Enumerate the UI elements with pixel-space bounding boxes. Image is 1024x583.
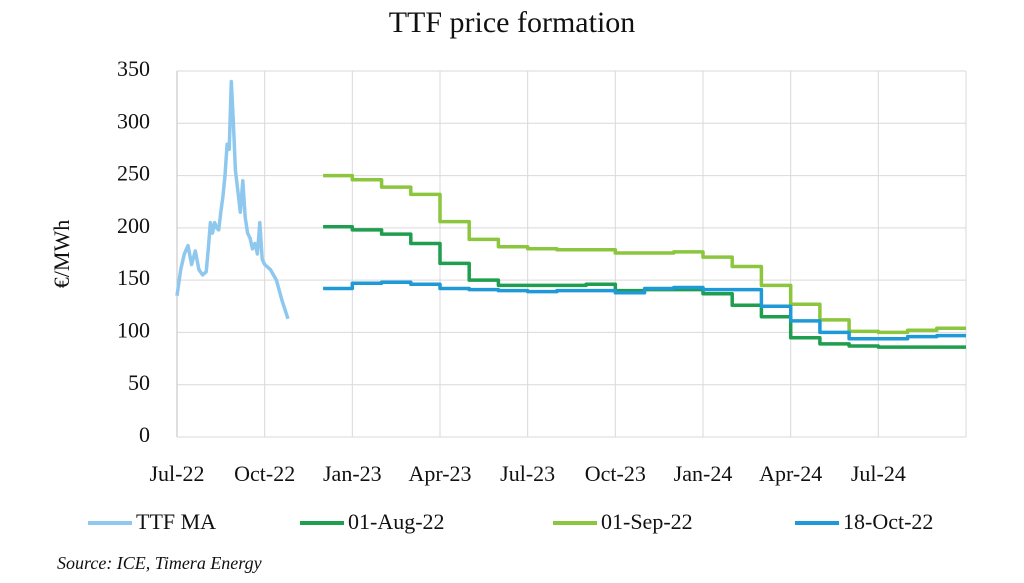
series-line xyxy=(175,79,290,320)
legend-label: 01-Sep-22 xyxy=(601,509,693,534)
y-tick-label: 0 xyxy=(139,422,150,447)
y-tick-label: 300 xyxy=(117,108,150,133)
x-tick-label: Oct-22 xyxy=(234,461,295,486)
y-tick-label: 100 xyxy=(117,317,150,342)
x-tick-label: Jan-24 xyxy=(674,461,733,486)
x-tick-label: Apr-24 xyxy=(759,461,822,486)
y-axis-label: €/MWh xyxy=(49,220,74,288)
series-line xyxy=(323,280,966,341)
legend-label: TTF MA xyxy=(136,509,216,534)
x-tick-label: Apr-23 xyxy=(408,461,471,486)
x-tick-label: Jul-22 xyxy=(150,461,205,486)
x-tick-label: Jul-23 xyxy=(500,461,555,486)
x-tick-label: Jul-24 xyxy=(851,461,906,486)
chart-title: TTF price formation xyxy=(389,6,636,39)
y-tick-label: 200 xyxy=(117,213,150,238)
y-tick-label: 50 xyxy=(128,370,150,395)
series-line xyxy=(323,173,966,335)
y-tick-label: 350 xyxy=(117,56,150,81)
source-note: Source: ICE, Timera Energy xyxy=(57,553,262,573)
legend-label: 01-Aug-22 xyxy=(348,509,445,534)
y-tick-label: 150 xyxy=(117,265,150,290)
legend-label: 18-Oct-22 xyxy=(843,509,933,534)
x-tick-label: Jan-23 xyxy=(323,461,382,486)
y-tick-label: 250 xyxy=(117,161,150,186)
x-tick-label: Oct-23 xyxy=(585,461,646,486)
